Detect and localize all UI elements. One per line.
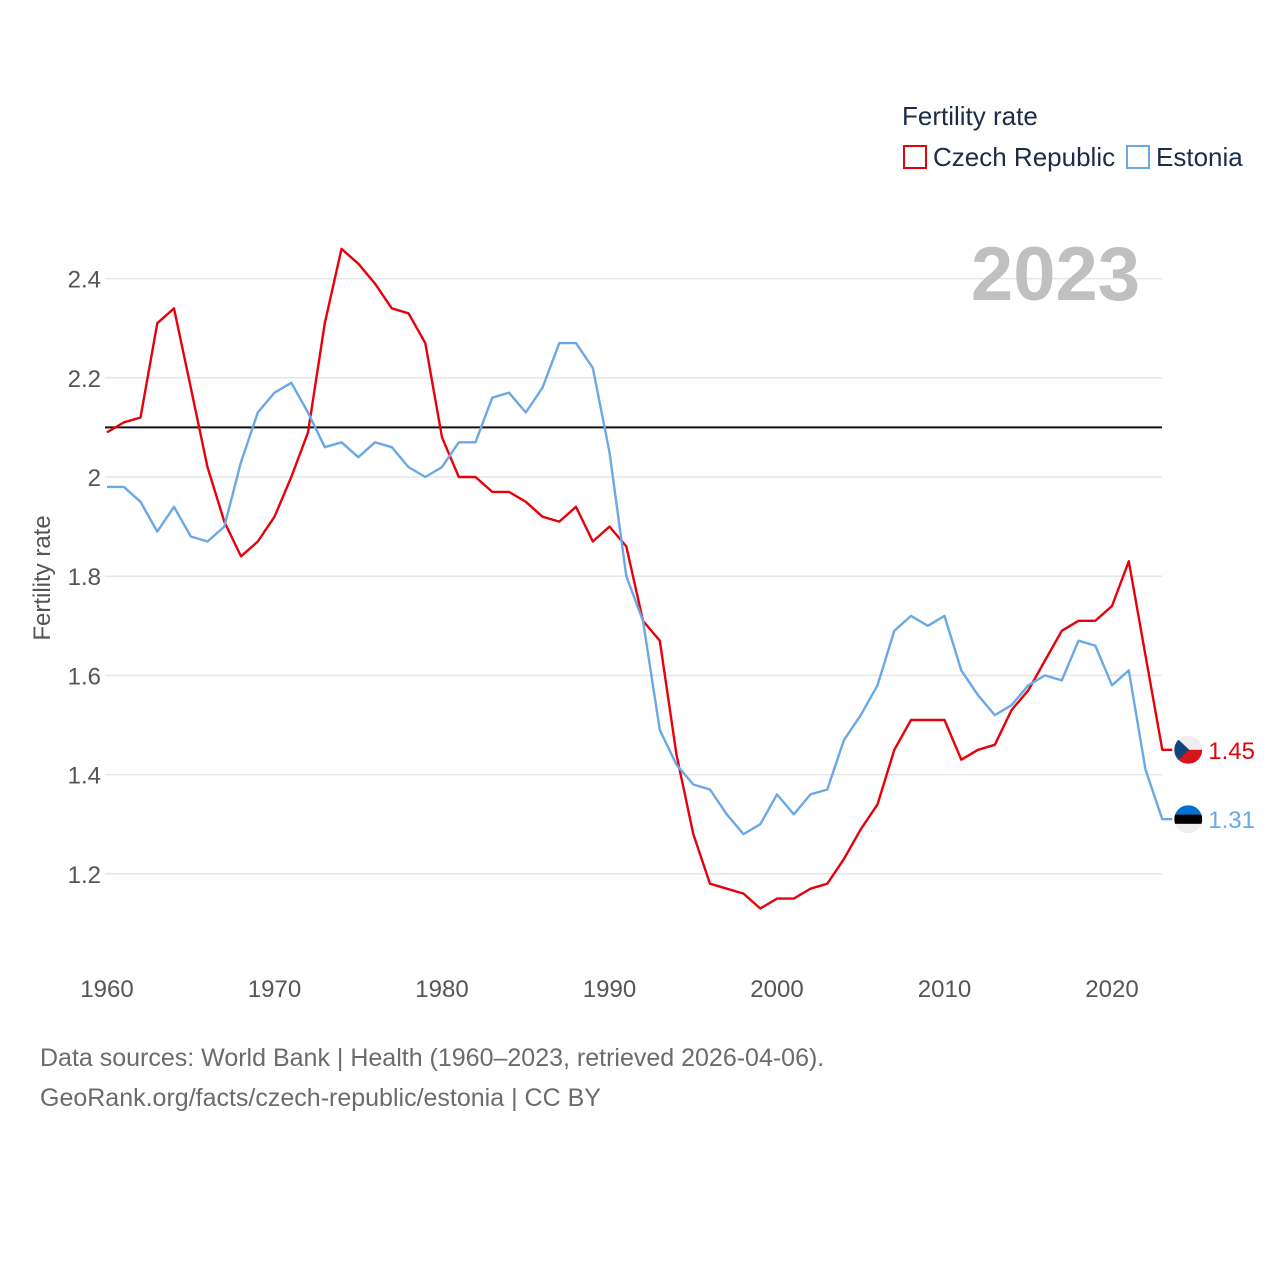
x-tick-label: 2010	[918, 976, 971, 1003]
legend-item-estonia[interactable]: Estonia	[1126, 142, 1243, 172]
footer-credit: GeoRank.org/facts/czech-republic/estonia…	[40, 1084, 601, 1112]
x-tick-label: 1990	[583, 976, 636, 1003]
x-tick-label: 1960	[80, 976, 133, 1003]
end-label-estonia: 1.31	[1208, 807, 1255, 834]
x-tick-label: 1970	[248, 976, 301, 1003]
legend-label-czech-republic: Czech Republic	[933, 142, 1115, 172]
legend-swatch-czech-republic	[903, 145, 927, 169]
series-lines	[106, 247, 1173, 910]
legend: Fertility rate Czech Republic Estonia	[902, 101, 1243, 172]
gridlines	[105, 277, 1162, 875]
x-axis-ticks: 1960 1970 1980 1990 2000 2010 2020	[80, 976, 1138, 1003]
series-endpoints: 1.45 1.31	[1174, 735, 1255, 834]
year-label: 2023	[971, 232, 1140, 317]
legend-item-czech-republic[interactable]: Czech Republic	[903, 142, 1115, 172]
x-tick-label: 1980	[415, 976, 468, 1003]
legend-label-estonia: Estonia	[1156, 142, 1243, 172]
y-tick-label: 1.6	[68, 663, 101, 690]
footer-source: Data sources: World Bank | Health (1960–…	[40, 1044, 825, 1072]
y-tick-label: 1.4	[68, 763, 101, 790]
x-tick-label: 2000	[750, 976, 803, 1003]
y-axis-label: Fertility rate	[29, 515, 56, 640]
y-tick-label: 1.8	[68, 564, 101, 591]
estonia-flag-icon	[1174, 805, 1203, 834]
x-tick-label: 2020	[1085, 976, 1138, 1003]
y-tick-label: 1.2	[68, 862, 101, 889]
fertility-line-chart: 1.2 1.4 1.6 1.8 2 2.2 2.4 1960 1970 1980 1990 2000…	[29, 101, 1255, 1003]
end-label-czech-republic: 1.45	[1208, 738, 1255, 765]
series-line-czech-republic	[106, 247, 1173, 910]
y-tick-label: 2	[88, 465, 101, 492]
legend-title: Fertility rate	[902, 101, 1038, 131]
series-line-estonia	[107, 341, 1173, 836]
y-tick-label: 2.4	[68, 267, 101, 294]
y-axis-ticks: 1.2 1.4 1.6 1.8 2 2.2 2.4	[68, 267, 101, 889]
y-tick-label: 2.2	[68, 366, 101, 393]
czech-flag-icon	[1174, 735, 1203, 764]
legend-swatch-estonia	[1126, 145, 1150, 169]
